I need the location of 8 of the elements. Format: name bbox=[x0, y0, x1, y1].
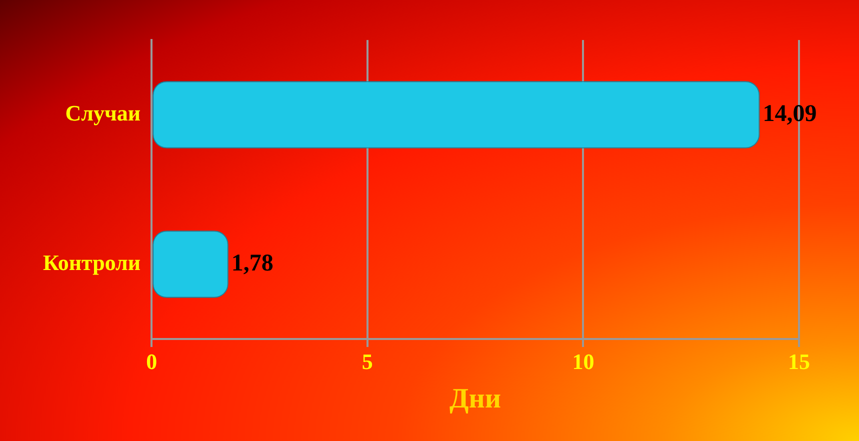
x-tick-label: 10 bbox=[572, 348, 594, 374]
x-tick-label: 5 bbox=[362, 348, 373, 374]
x-tick-label: 15 bbox=[788, 348, 810, 374]
y-tick-label: Случаи bbox=[65, 100, 141, 126]
x-axis-title: Дни bbox=[450, 383, 502, 414]
data-label: 1,78 bbox=[231, 250, 274, 276]
x-tick-label: 0 bbox=[146, 348, 158, 374]
y-tick-label: Контроли bbox=[42, 250, 141, 275]
